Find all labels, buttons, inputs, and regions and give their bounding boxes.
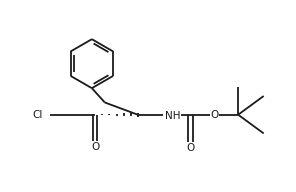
Text: Cl: Cl bbox=[32, 110, 43, 120]
Text: NH: NH bbox=[165, 111, 181, 121]
Text: O: O bbox=[186, 143, 195, 153]
Text: O: O bbox=[91, 142, 99, 152]
Text: O: O bbox=[210, 110, 218, 120]
